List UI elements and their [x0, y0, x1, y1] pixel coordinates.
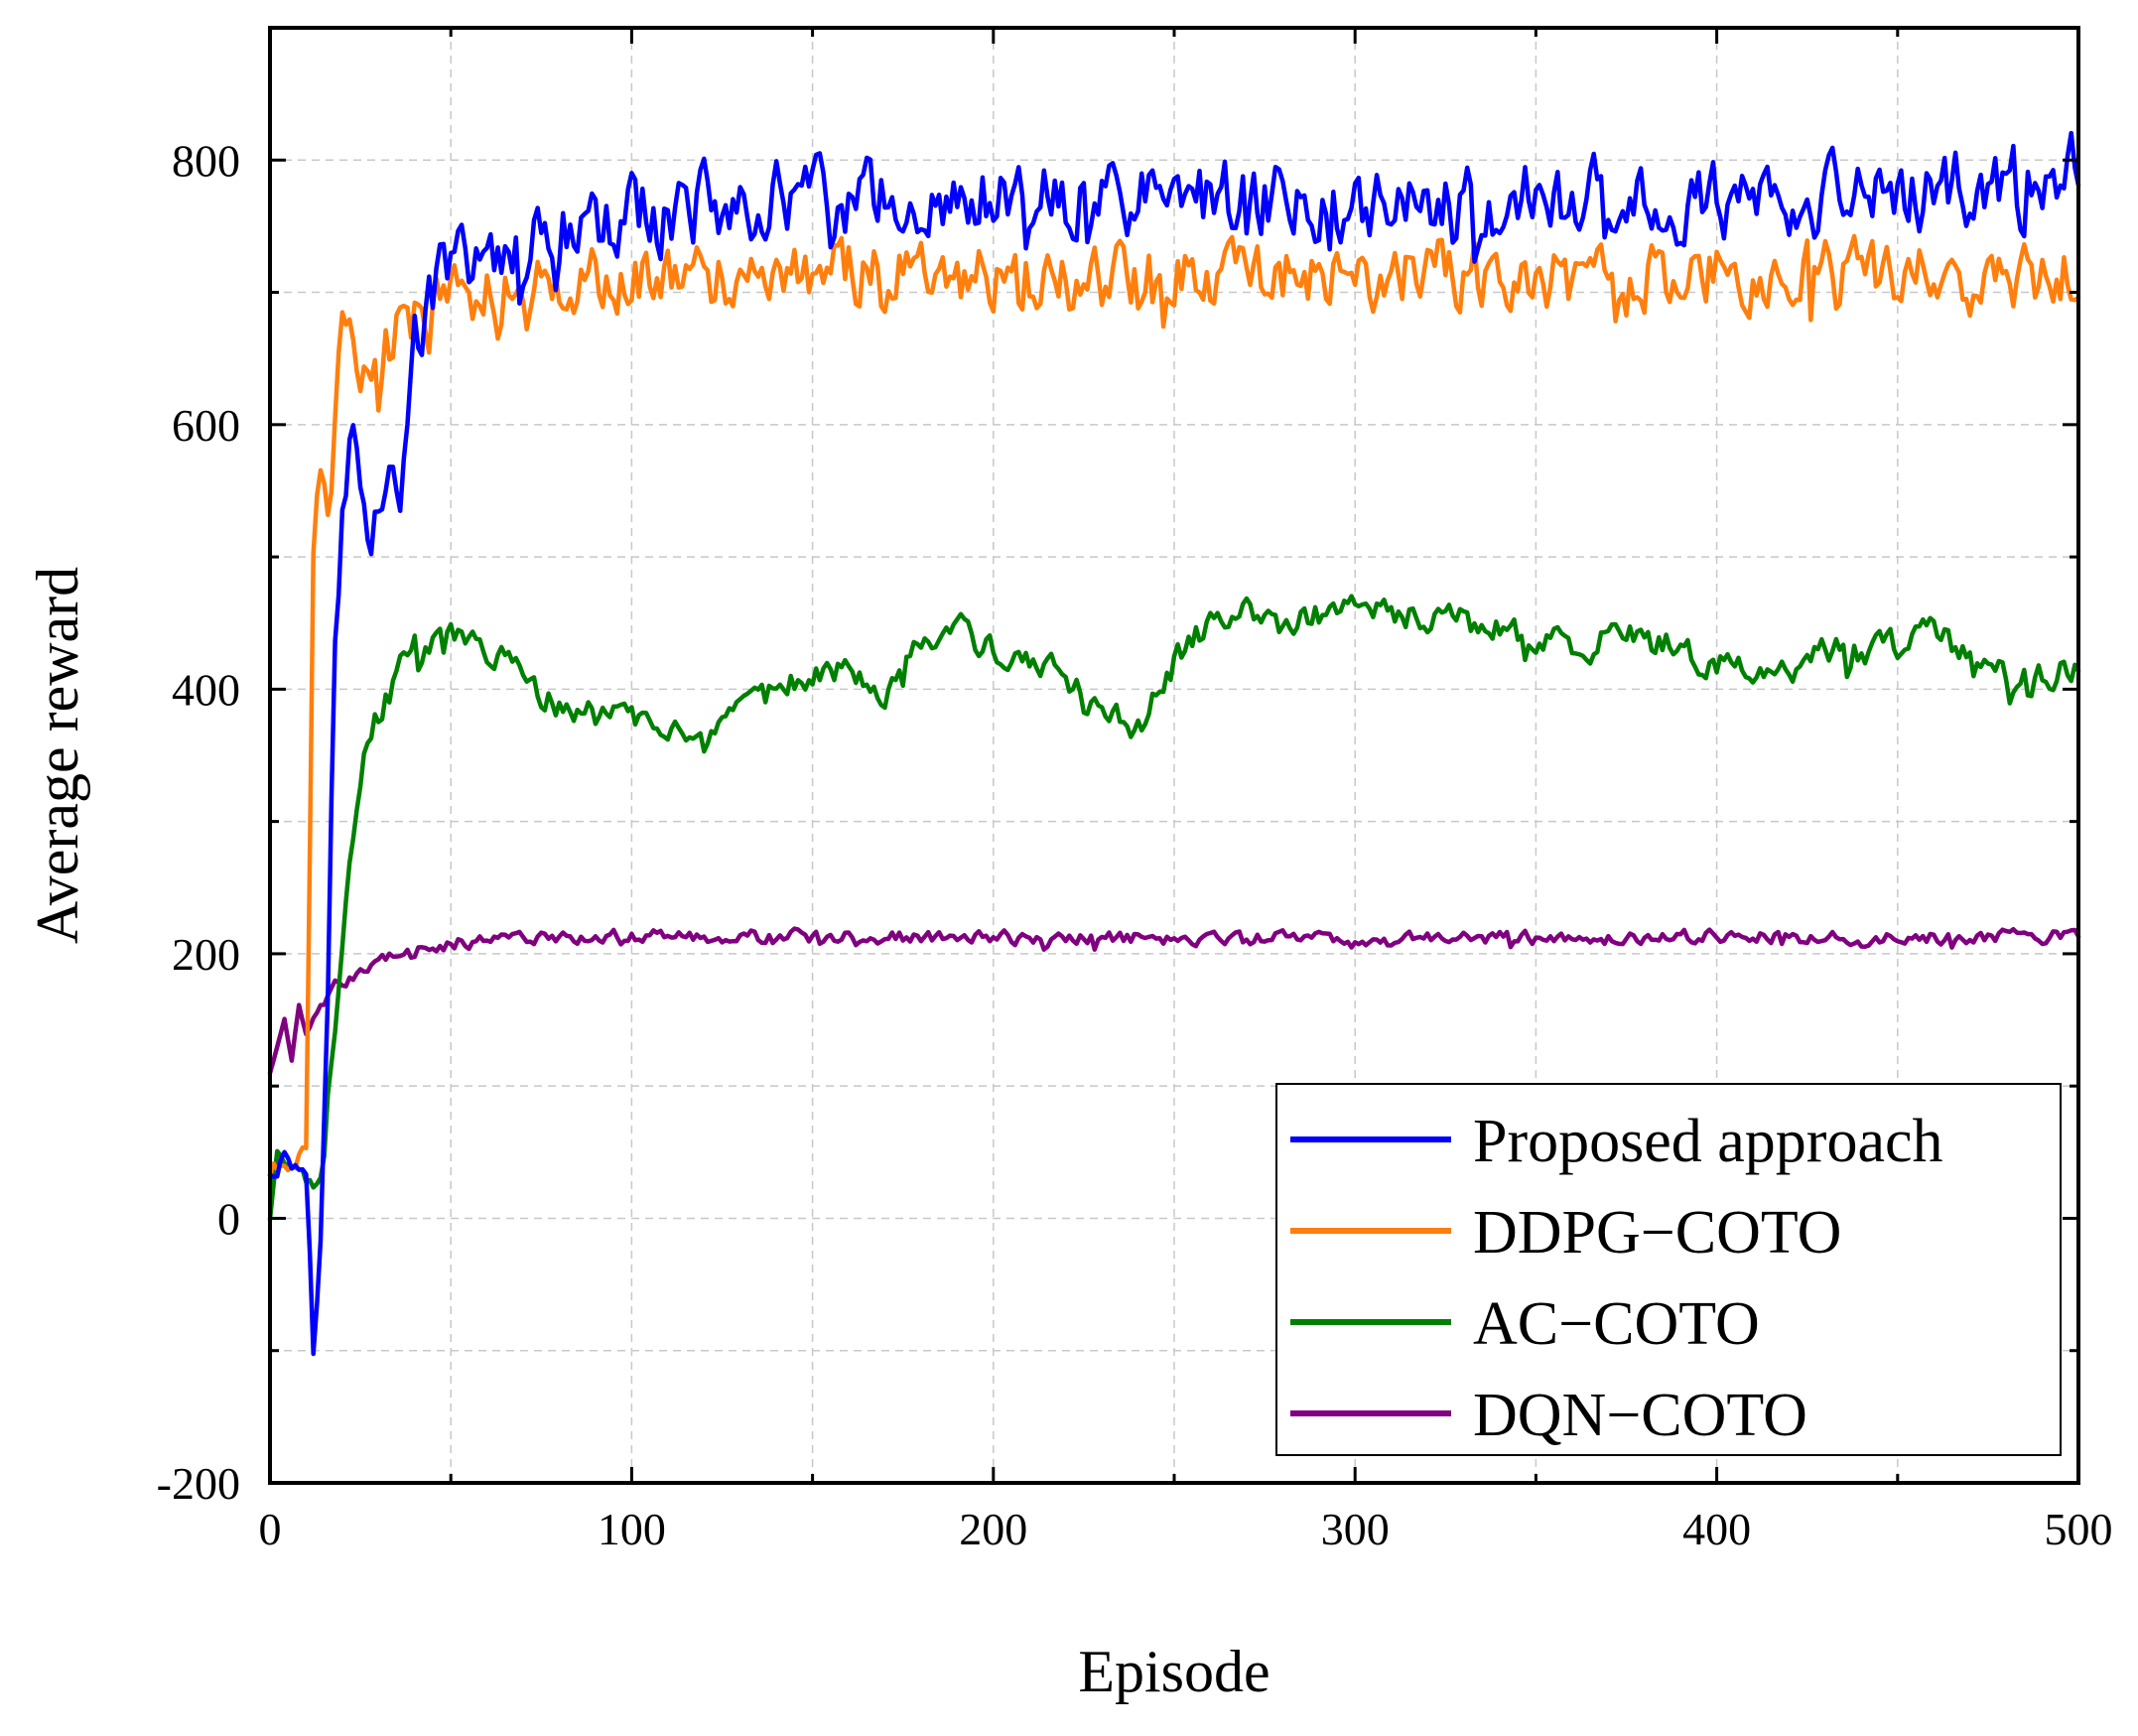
- legend-label: Proposed approach: [1473, 1108, 1942, 1175]
- x-tick-label: 300: [1321, 1504, 1390, 1554]
- legend-label: DDPG−COTO: [1473, 1199, 1841, 1267]
- legend-box: [1275, 1083, 2062, 1456]
- ticks: [268, 26, 2080, 1485]
- y-axis-title: Average reward: [25, 567, 90, 944]
- series-line: [267, 233, 2081, 1178]
- x-tick-label: 100: [598, 1504, 666, 1554]
- y-tick-label: -200: [157, 1458, 240, 1509]
- x-tick-label: 200: [959, 1504, 1027, 1554]
- y-tick-label: 400: [172, 664, 240, 715]
- x-tick-label: 0: [259, 1504, 282, 1554]
- y-tick-label: 200: [172, 929, 240, 980]
- x-tick-label: 400: [1682, 1504, 1751, 1554]
- x-axis-title: Episode: [1078, 1639, 1269, 1704]
- legend-label: AC−COTO: [1473, 1290, 1760, 1358]
- legend-label: DQN−COTO: [1473, 1382, 1807, 1449]
- series-line: [267, 594, 2081, 1222]
- x-tick-labels: 0 100 200 300 400 500: [259, 1504, 2113, 1554]
- y-tick-label: 0: [217, 1193, 240, 1244]
- series-line: [267, 130, 2081, 1357]
- y-tick-label: 600: [172, 400, 240, 451]
- series-layer: [267, 130, 2081, 1357]
- series-line: [267, 926, 2081, 1076]
- y-tick-label: 800: [172, 135, 240, 186]
- legend: Proposed approach DDPG−COTO AC−COTO DQN−COT…: [1275, 1083, 2062, 1456]
- y-tick-labels: -200 0 200 400 600 800: [157, 135, 240, 1509]
- x-tick-label: 500: [2045, 1504, 2113, 1554]
